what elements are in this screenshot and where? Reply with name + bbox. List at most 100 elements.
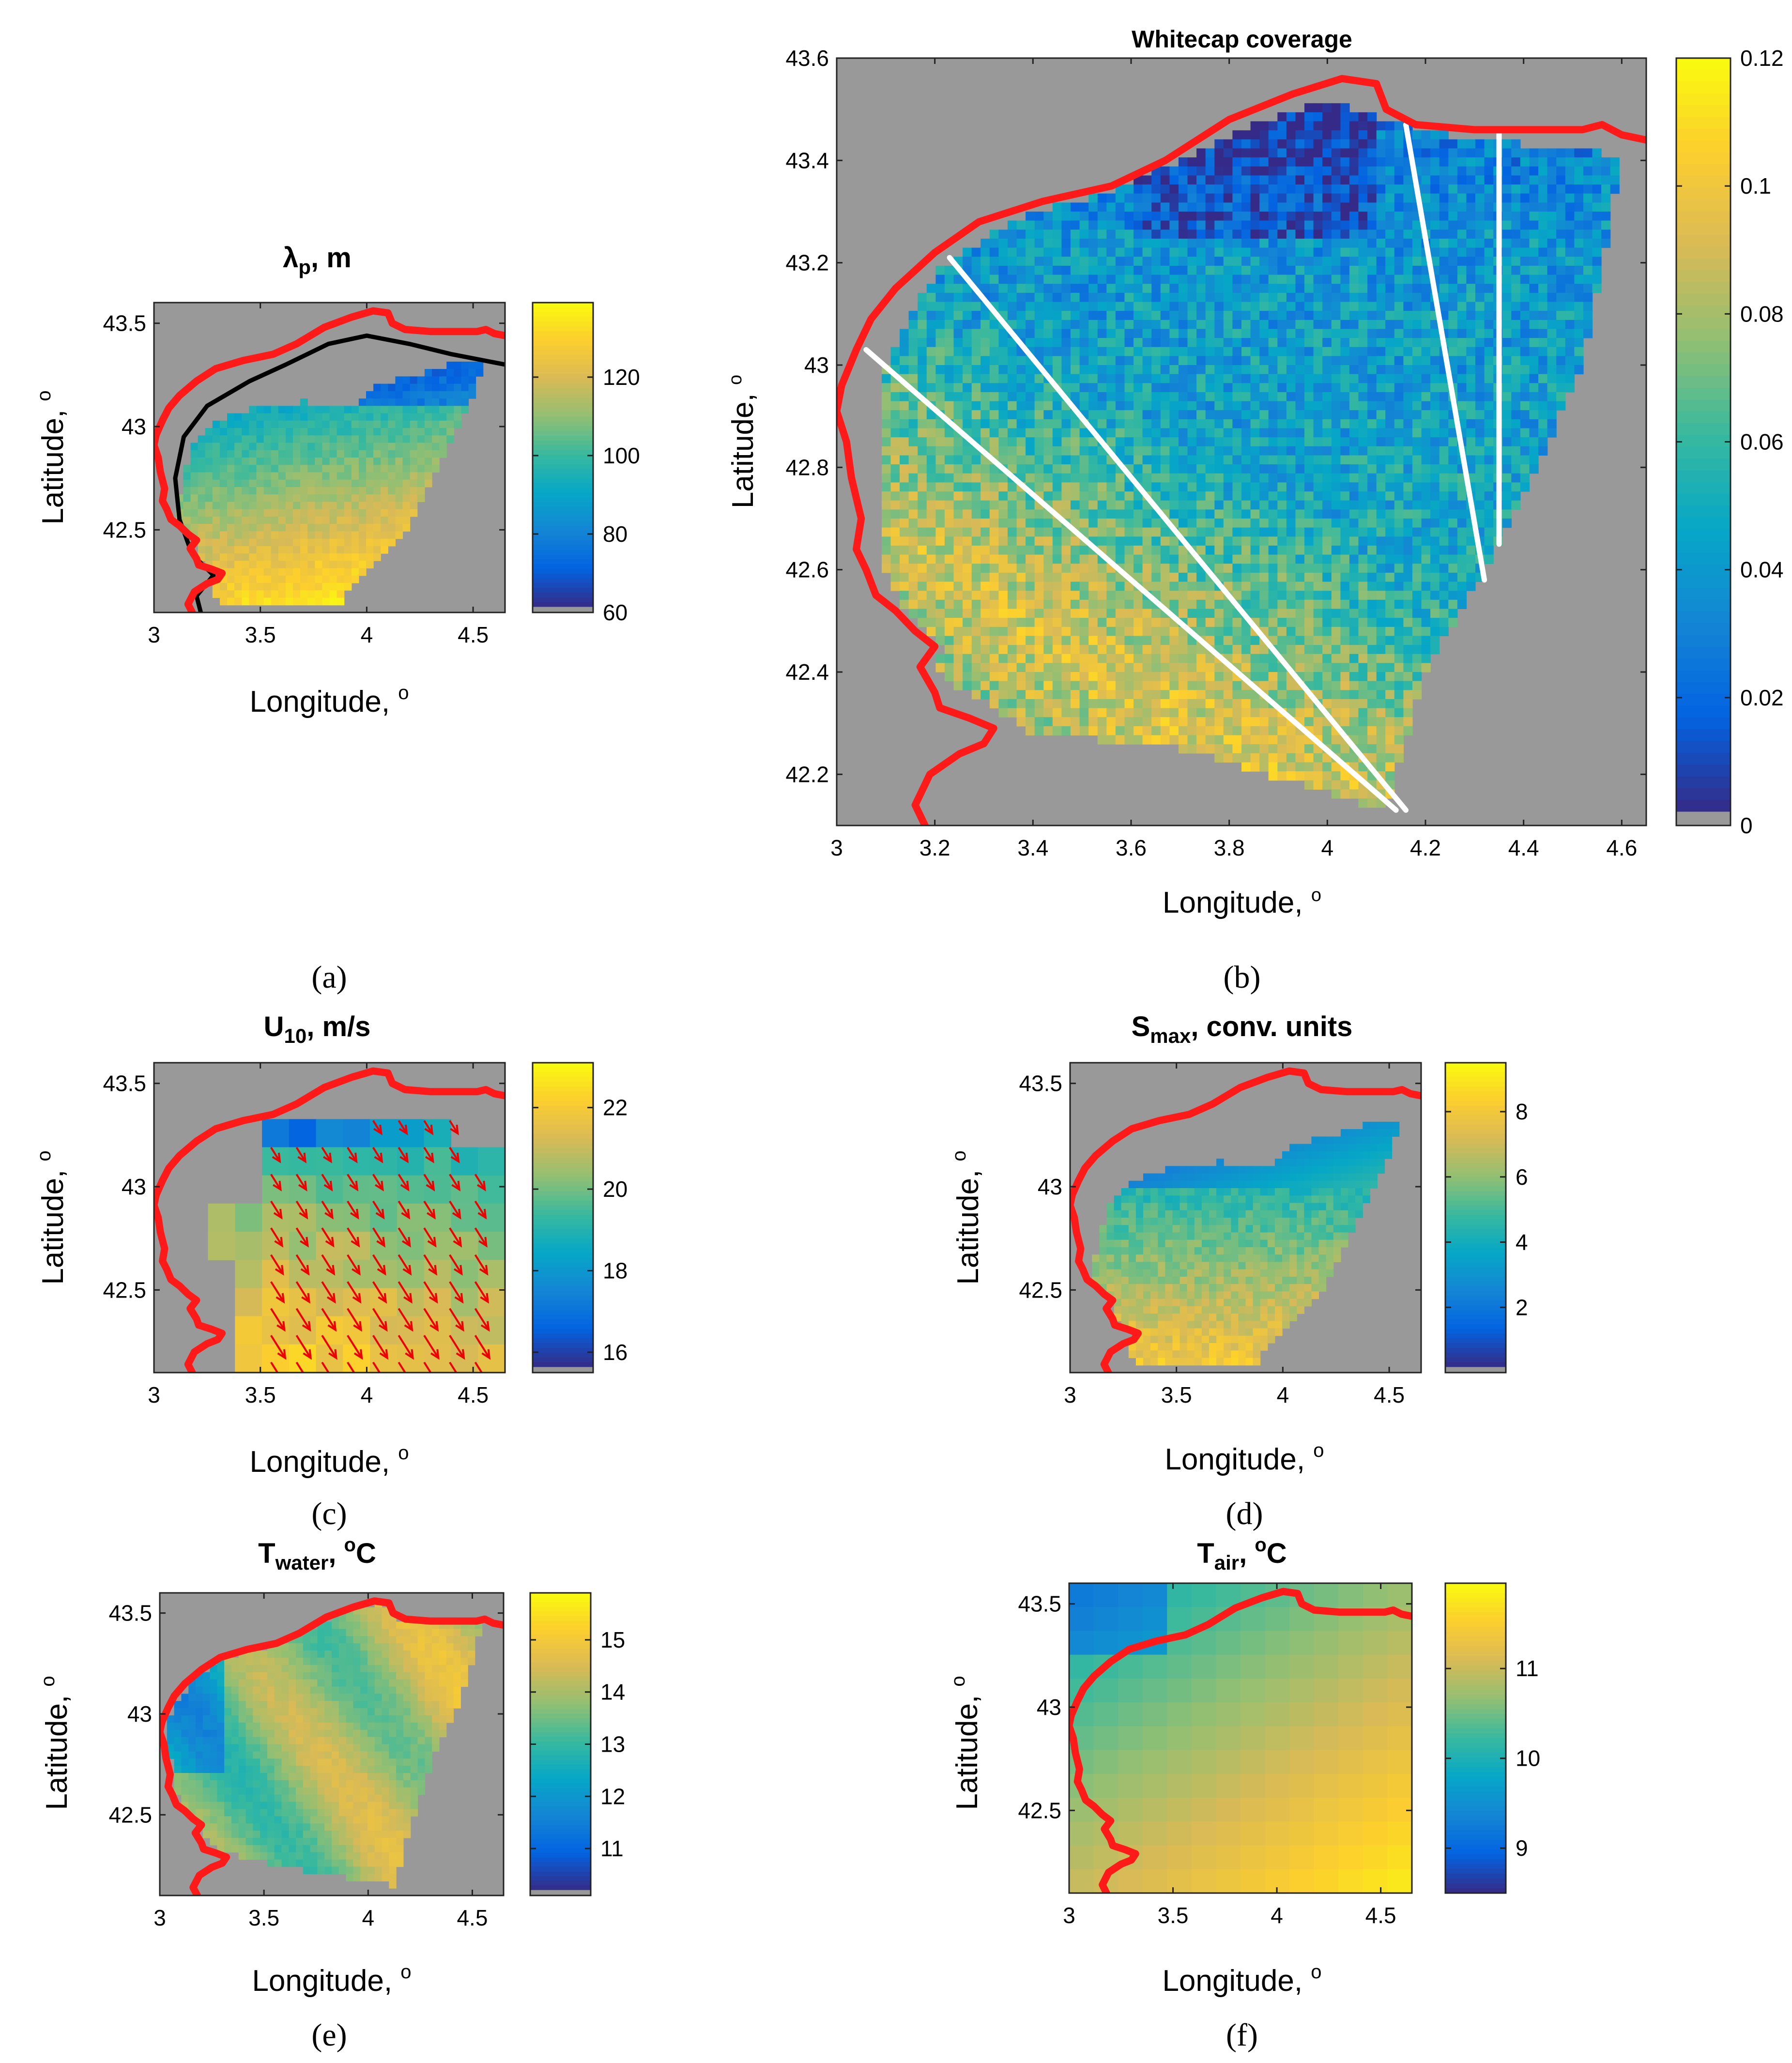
heat-cell xyxy=(381,465,388,473)
heat-cell xyxy=(263,494,272,502)
heat-cell xyxy=(329,420,337,428)
heat-cell xyxy=(926,284,936,293)
heat-cell xyxy=(1520,275,1530,284)
heat-cell xyxy=(1124,428,1134,438)
heat-cell xyxy=(1403,229,1413,239)
heat-cell xyxy=(1241,473,1251,483)
heat-cell xyxy=(1484,519,1494,528)
heat-cell xyxy=(1016,374,1026,383)
heat-cell xyxy=(1179,329,1188,338)
heat-cell xyxy=(1115,311,1125,321)
heat-cell xyxy=(1223,275,1233,284)
heat-cell xyxy=(293,458,301,465)
heat-cell xyxy=(1556,374,1566,383)
heat-cell xyxy=(1223,302,1233,311)
heat-cell xyxy=(1106,284,1116,293)
heat-cell xyxy=(1142,329,1152,338)
heat-cell xyxy=(1511,220,1521,230)
heat-cell xyxy=(1430,365,1440,375)
heat-cell xyxy=(1151,636,1161,645)
heat-cell xyxy=(1079,455,1089,465)
heat-cell xyxy=(1071,618,1080,627)
heat-cell xyxy=(1250,257,1260,266)
heat-cell xyxy=(1223,473,1233,483)
heat-cell xyxy=(1511,202,1521,212)
heat-cell xyxy=(1034,464,1044,474)
heat-cell xyxy=(271,420,279,428)
heat-cell xyxy=(351,420,359,428)
heat-cell xyxy=(1349,311,1359,321)
heat-cell xyxy=(1313,636,1323,645)
heat-cell xyxy=(454,361,461,369)
heat-cell xyxy=(1008,491,1017,501)
heat-cell xyxy=(205,465,213,473)
heat-cell xyxy=(271,575,279,583)
heat-cell xyxy=(1179,572,1188,582)
heat-cell xyxy=(212,494,220,502)
heat-cell xyxy=(285,502,293,510)
heat-cell xyxy=(1430,519,1440,528)
heat-cell xyxy=(1304,491,1314,501)
heat-cell xyxy=(1484,257,1494,266)
heat-cell xyxy=(1430,130,1440,140)
heat-cell xyxy=(1511,455,1521,465)
heat-cell xyxy=(1412,229,1422,239)
heat-cell xyxy=(1151,365,1161,375)
heat-cell xyxy=(1286,121,1296,131)
heat-cell xyxy=(1286,202,1296,212)
heat-cell xyxy=(1259,121,1269,131)
heat-cell xyxy=(1088,473,1098,483)
heat-cell xyxy=(890,527,900,537)
heat-cell xyxy=(1502,437,1512,447)
heat-cell xyxy=(1250,229,1260,239)
heat-cell xyxy=(980,591,990,600)
heat-cell xyxy=(1223,618,1233,627)
heat-cell xyxy=(1340,581,1350,591)
colorbar-step xyxy=(533,340,593,346)
heat-cell xyxy=(1547,284,1557,293)
heat-cell xyxy=(1340,320,1350,329)
heat-cell xyxy=(1179,238,1188,248)
heat-cell xyxy=(1214,464,1224,474)
heat-cell xyxy=(1052,410,1062,420)
heat-cell xyxy=(1466,338,1476,348)
heat-cell xyxy=(1565,202,1575,212)
heat-cell xyxy=(381,531,388,539)
heat-cell xyxy=(1026,519,1035,528)
heat-cell xyxy=(271,553,279,561)
heat-cell xyxy=(1268,365,1278,375)
heat-cell xyxy=(381,443,388,451)
heat-cell xyxy=(1016,365,1026,375)
panel-b: Whitecap coverage 3 3.2 3.4 3.6 3.8 4 4.2 4.4 4.… xyxy=(725,26,1784,995)
heat-cell xyxy=(1394,229,1404,239)
heat-cell xyxy=(1061,446,1071,456)
heat-cell xyxy=(1520,284,1530,293)
heat-cell xyxy=(1151,311,1161,321)
heat-cell xyxy=(1169,329,1179,338)
heat-cell xyxy=(1385,554,1395,564)
heat-cell xyxy=(1403,564,1413,573)
heat-cell xyxy=(1448,329,1458,338)
heat-cell xyxy=(439,383,447,392)
heat-cell xyxy=(249,435,257,443)
heat-cell xyxy=(989,229,999,239)
heat-cell xyxy=(1313,365,1323,375)
heat-cell xyxy=(900,599,909,609)
heat-cell xyxy=(1403,374,1413,383)
heat-cell xyxy=(1115,599,1125,609)
heat-cell xyxy=(1088,329,1098,338)
heat-cell xyxy=(1376,654,1386,663)
heat-cell xyxy=(293,546,301,554)
heat-cell xyxy=(1574,338,1584,348)
heat-cell xyxy=(227,450,235,458)
heat-cell xyxy=(908,591,918,600)
heat-cell xyxy=(1079,464,1089,474)
heat-cell xyxy=(410,472,418,480)
heat-cell xyxy=(1385,275,1395,284)
heat-cell xyxy=(1268,564,1278,573)
heat-cell xyxy=(1124,455,1134,465)
heat-cell xyxy=(205,546,213,554)
heat-cell xyxy=(1385,428,1395,438)
heat-cell xyxy=(1601,175,1611,185)
heat-cell xyxy=(256,531,264,539)
